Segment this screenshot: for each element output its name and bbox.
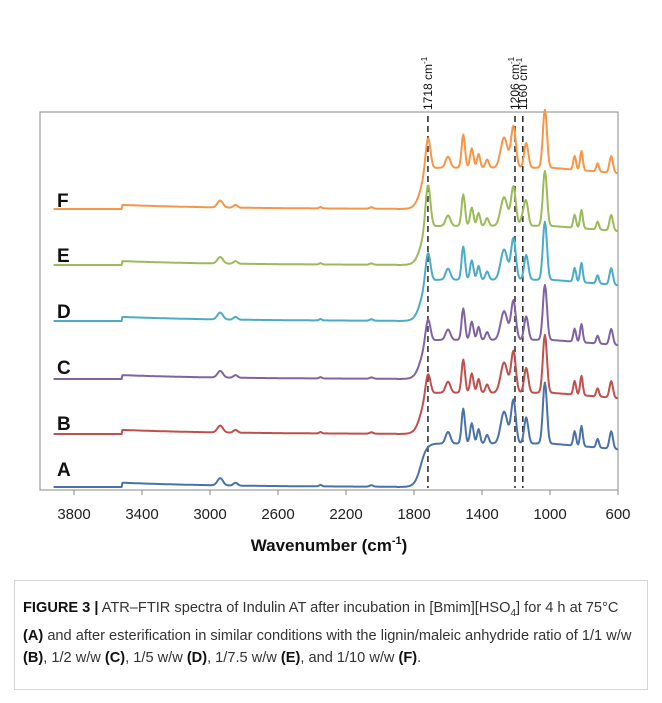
x-tick-label: 2200 <box>329 506 362 523</box>
x-axis-title: Wavenumber (cm-1) <box>251 535 408 555</box>
series-label-f: F <box>57 191 69 212</box>
reference-line-label: 1718 cm-1 <box>420 56 435 110</box>
x-tick-label: 1800 <box>397 506 430 523</box>
x-tick-label: 3800 <box>57 506 90 523</box>
series-line-a <box>53 381 619 488</box>
x-tick-label: 600 <box>605 506 630 523</box>
x-tick-label: 2600 <box>261 506 294 523</box>
series-line-f <box>53 108 619 210</box>
ref-e: (E) <box>280 649 301 666</box>
series-label-d: D <box>57 302 71 323</box>
ref-b: (B) <box>23 649 44 666</box>
ref-f: (F) <box>398 649 418 666</box>
series-label-c: C <box>57 358 71 379</box>
reference-line-label: 1160 cm-1 <box>515 57 530 110</box>
x-tick-label: 3400 <box>125 506 158 523</box>
series-letters: A B C D E F <box>57 191 71 481</box>
series-line-b <box>53 333 619 435</box>
reference-line-label: 1206 cm-1 <box>507 56 522 110</box>
x-tick-label: 3000 <box>193 506 226 523</box>
series-label-e: E <box>57 246 70 267</box>
ref-c: (C) <box>104 649 126 666</box>
spectra-series <box>53 108 619 488</box>
ref-d: (D) <box>186 649 208 666</box>
series-line-e <box>53 170 619 266</box>
ref-a: (A) <box>23 627 44 644</box>
x-axis: 3800 3400 3000 2600 2200 1800 1400 1000 600 <box>40 489 631 523</box>
series-label-b: B <box>57 414 71 435</box>
figure-label: FIGURE 3 | <box>23 600 99 616</box>
series-line-c <box>53 284 619 380</box>
series-label-a: A <box>57 460 71 481</box>
series-line-d <box>53 220 619 322</box>
x-tick-label: 1000 <box>533 506 566 523</box>
x-tick-label: 1400 <box>465 506 498 523</box>
figure-caption-box: FIGURE 3 | ATR–FTIR spectra of Indulin A… <box>14 580 648 690</box>
figure-caption: FIGURE 3 | ATR–FTIR spectra of Indulin A… <box>23 600 632 666</box>
